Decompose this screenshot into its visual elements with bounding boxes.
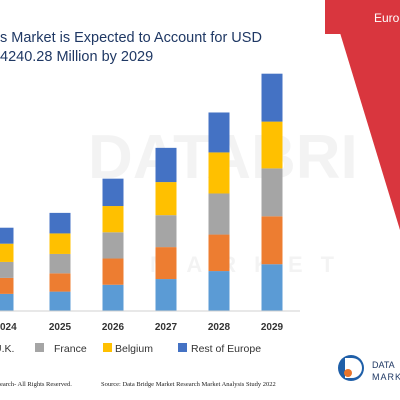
footer-copyright: earch- All Rights Reserved. [0, 381, 72, 388]
chart-title: s Market is Expected to Account for USD … [0, 30, 262, 65]
region-banner-top [325, 0, 400, 34]
bar-segment-2029-s4 [261, 73, 283, 122]
legend-label: U.K. [0, 343, 14, 355]
region-label: Euro [374, 11, 400, 25]
x-tick-label: 2029 [261, 322, 284, 333]
bar-segment-2025-s3 [49, 233, 71, 254]
bar-segment-2025-s4 [49, 212, 71, 234]
bar-segment-2028-s3 [208, 152, 230, 194]
bar-segment-2026-s3 [102, 206, 124, 233]
bar-segment-2027-s1 [155, 247, 177, 280]
logo-text-line2: MARKET [372, 372, 400, 382]
x-tick-label: 2026 [102, 322, 125, 333]
bar-segment-024-s3 [0, 243, 14, 262]
bar-segment-2027-s2 [155, 215, 177, 248]
bar-segment-2026-s2 [102, 232, 124, 259]
bar-segment-2027-s3 [155, 182, 177, 216]
bars [0, 73, 283, 311]
legend-swatch [178, 343, 187, 352]
legend-swatch [103, 343, 112, 352]
bar-segment-2029-s1 [261, 216, 283, 265]
legend-label: Rest of Europe [191, 343, 261, 355]
bar-segment-2029-s0 [261, 264, 283, 311]
bar-segment-2027-s4 [155, 147, 177, 183]
logo-text-line1: DATA [372, 360, 395, 370]
legend: U.K. France Belgium Rest of Europe [0, 343, 261, 355]
x-axis-ticks: 024 2025 2026 2027 2028 2029 [0, 322, 284, 333]
x-tick-label: 2025 [49, 322, 72, 333]
bar-segment-2027-s0 [155, 279, 177, 311]
bar-segment-2028-s1 [208, 234, 230, 272]
watermark-line2: MARKET [150, 252, 352, 277]
bar-segment-2029-s2 [261, 168, 283, 217]
bar-segment-2028-s2 [208, 193, 230, 235]
legend-swatch [35, 343, 44, 352]
bar-segment-2025-s0 [49, 291, 71, 311]
bar-segment-2025-s1 [49, 273, 71, 292]
footer: earch- All Rights Reserved. Source: Data… [0, 381, 276, 388]
bar-segment-024-s0 [0, 293, 14, 311]
bar-segment-2026-s4 [102, 178, 124, 207]
bar-segment-2025-s2 [49, 253, 71, 274]
bar-segment-024-s1 [0, 277, 14, 294]
bar-segment-024-s2 [0, 261, 14, 278]
x-tick-label: 2027 [155, 322, 178, 333]
footer-source: Source: Data Bridge Market Research Mark… [101, 381, 276, 388]
legend-label: France [54, 343, 87, 355]
bar-segment-2028-s4 [208, 112, 230, 153]
logo-icon [338, 355, 364, 381]
region-banner-shape [330, 0, 400, 230]
region-banner: Euro [325, 0, 400, 230]
bar-segment-024-s4 [0, 227, 14, 244]
chart-title-line2: 4240.28 Million by 2029 [0, 49, 153, 65]
bar-segment-2029-s3 [261, 121, 283, 169]
legend-label: Belgium [115, 343, 153, 355]
chart-title-line1: s Market is Expected to Account for USD [0, 30, 262, 46]
bar-segment-2028-s0 [208, 271, 230, 311]
logo: DATA MARKET [338, 355, 400, 382]
bar-segment-2026-s0 [102, 284, 124, 311]
bar-segment-2026-s1 [102, 258, 124, 285]
x-tick-label: 024 [0, 322, 17, 333]
x-tick-label: 2028 [208, 322, 231, 333]
